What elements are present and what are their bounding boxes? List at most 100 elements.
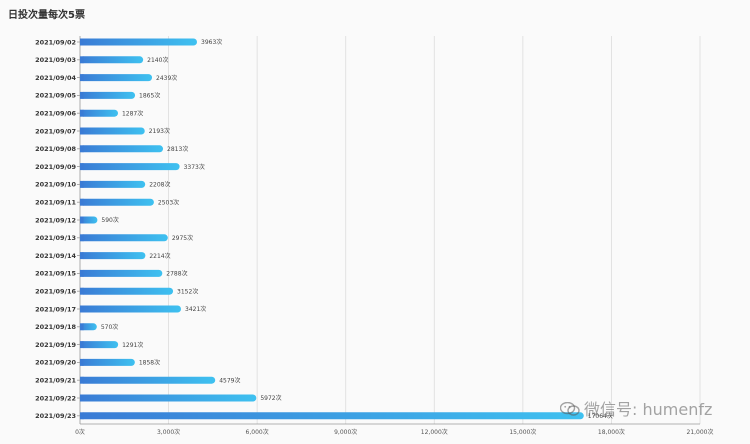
category-label: 2021/09/15 bbox=[35, 270, 76, 278]
chart-title: 日投次量每次5票 bbox=[8, 10, 85, 21]
bar-left-cap bbox=[80, 394, 84, 402]
bar bbox=[80, 252, 146, 260]
x-tick-label: 0次 bbox=[75, 428, 85, 436]
bar-left-cap bbox=[80, 376, 84, 384]
bar bbox=[80, 216, 98, 224]
bar-left-cap bbox=[80, 412, 84, 420]
data-label: 4579次 bbox=[219, 376, 240, 384]
data-label: 2193次 bbox=[149, 127, 170, 135]
bar-left-cap bbox=[80, 252, 84, 260]
bar bbox=[80, 74, 153, 82]
bar bbox=[80, 127, 145, 135]
category-label: 2021/09/13 bbox=[35, 234, 76, 242]
bar-left-cap bbox=[80, 127, 84, 135]
category-label: 2021/09/09 bbox=[35, 163, 76, 171]
bar bbox=[80, 305, 182, 313]
category-label: 2021/09/12 bbox=[35, 216, 76, 224]
x-tick-label: 12,000次 bbox=[421, 428, 448, 436]
bar-left-cap bbox=[80, 38, 84, 46]
data-label: 570次 bbox=[101, 323, 118, 331]
category-label: 2021/09/19 bbox=[35, 341, 76, 349]
bar bbox=[80, 412, 584, 420]
x-tick-label: 18,000次 bbox=[598, 428, 625, 436]
x-tick-label: 3,000次 bbox=[157, 428, 180, 436]
bar bbox=[80, 163, 180, 171]
bar-left-cap bbox=[80, 216, 84, 224]
category-label: 2021/09/20 bbox=[35, 359, 76, 367]
data-label: 2788次 bbox=[166, 270, 187, 278]
bar-left-cap bbox=[80, 180, 84, 188]
bar-left-cap bbox=[80, 305, 84, 313]
data-label: 2140次 bbox=[147, 56, 168, 64]
bar bbox=[80, 198, 154, 206]
bar-left-cap bbox=[80, 163, 84, 171]
watermark-text: 微信号: humenfz bbox=[584, 400, 713, 419]
x-tick-label: 21,000次 bbox=[687, 428, 714, 436]
bar-left-cap bbox=[80, 358, 84, 366]
bar-left-cap bbox=[80, 269, 84, 277]
data-label: 3421次 bbox=[185, 305, 206, 313]
data-label: 3152次 bbox=[177, 287, 198, 295]
category-label: 2021/09/16 bbox=[35, 288, 76, 296]
bar-left-cap bbox=[80, 341, 84, 349]
bar-left-cap bbox=[80, 323, 84, 331]
category-label: 2021/09/18 bbox=[35, 323, 76, 331]
category-label: 2021/09/22 bbox=[35, 394, 76, 402]
bar-left-cap bbox=[80, 234, 84, 242]
bar-left-cap bbox=[80, 287, 84, 295]
bar bbox=[80, 145, 164, 153]
bar bbox=[80, 287, 174, 295]
data-label: 1858次 bbox=[139, 359, 160, 367]
bar bbox=[80, 234, 168, 242]
x-tick-label: 15,000次 bbox=[509, 428, 536, 436]
category-label: 2021/09/11 bbox=[35, 199, 76, 207]
data-label: 2813次 bbox=[167, 145, 188, 153]
data-label: 17064次 bbox=[588, 412, 613, 420]
data-label: 2975次 bbox=[172, 234, 193, 242]
category-label: 2021/09/10 bbox=[35, 181, 76, 189]
bar-left-cap bbox=[80, 145, 84, 153]
bar bbox=[80, 323, 97, 331]
x-tick-label: 6,000次 bbox=[246, 428, 269, 436]
bar bbox=[80, 269, 163, 277]
bar-left-cap bbox=[80, 198, 84, 206]
data-label: 3963次 bbox=[201, 38, 222, 46]
data-label: 3373次 bbox=[184, 163, 205, 171]
category-label: 2021/09/23 bbox=[35, 412, 76, 420]
bar-left-cap bbox=[80, 109, 84, 117]
bar bbox=[80, 394, 257, 402]
bar-left-cap bbox=[80, 74, 84, 82]
bar-left-cap bbox=[80, 91, 84, 99]
category-label: 2021/09/05 bbox=[35, 92, 76, 100]
category-label: 2021/09/08 bbox=[35, 145, 76, 153]
data-label: 5972次 bbox=[260, 394, 281, 402]
bar bbox=[80, 341, 119, 349]
bar bbox=[80, 91, 136, 99]
bar bbox=[80, 109, 118, 117]
category-label: 2021/09/21 bbox=[35, 377, 76, 385]
x-tick-label: 9,000次 bbox=[334, 428, 357, 436]
category-label: 2021/09/17 bbox=[35, 305, 76, 313]
category-label: 2021/09/03 bbox=[35, 56, 76, 64]
watermark: 微信号: humenfz bbox=[560, 396, 712, 420]
bar-left-cap bbox=[80, 56, 84, 64]
data-label: 2439次 bbox=[156, 74, 177, 82]
category-label: 2021/09/02 bbox=[35, 38, 76, 46]
data-label: 2214次 bbox=[149, 252, 170, 260]
category-label: 2021/09/14 bbox=[35, 252, 76, 260]
wechat-icon bbox=[560, 402, 580, 416]
data-label: 2503次 bbox=[158, 198, 179, 206]
bar bbox=[80, 56, 144, 64]
data-label: 1291次 bbox=[122, 341, 143, 349]
data-label: 1287次 bbox=[122, 109, 143, 117]
data-label: 2208次 bbox=[149, 181, 170, 189]
category-label: 2021/09/06 bbox=[35, 110, 76, 118]
data-label: 590次 bbox=[101, 216, 118, 224]
category-label: 2021/09/04 bbox=[35, 74, 76, 82]
bar bbox=[80, 38, 198, 46]
category-label: 2021/09/07 bbox=[35, 127, 76, 135]
bar bbox=[80, 180, 146, 188]
data-label: 1865次 bbox=[139, 92, 160, 100]
